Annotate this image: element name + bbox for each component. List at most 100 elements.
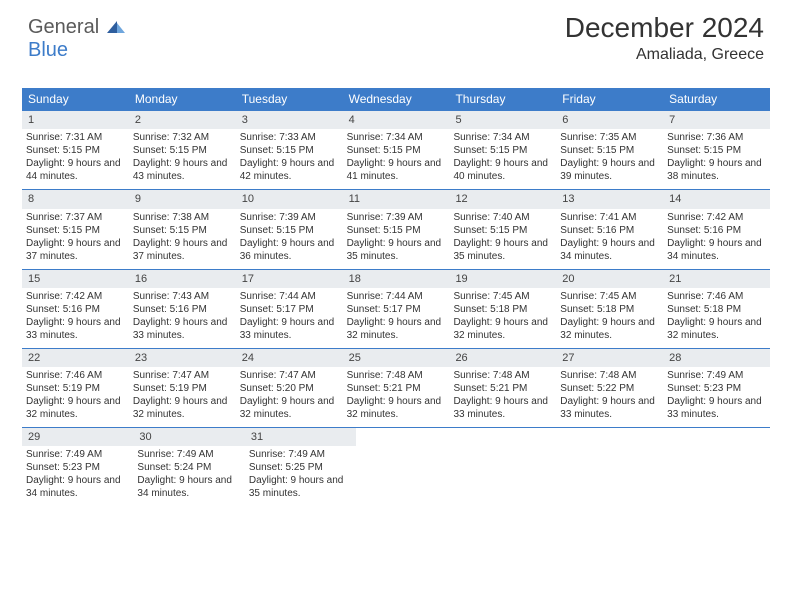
sunset-line-value: 5:17 PM <box>383 304 420 315</box>
sunrise-line-value: 7:49 AM <box>177 449 214 460</box>
sunrise-line-value: 7:47 AM <box>279 370 316 381</box>
sunset-line-label: Sunset: <box>26 145 63 156</box>
daylight-line-label: Daylight: <box>26 317 68 328</box>
sunrise-line-label: Sunrise: <box>453 132 492 143</box>
sunset-line-value: 5:18 PM <box>490 304 527 315</box>
daylight-line-label: Daylight: <box>26 475 68 486</box>
sunrise-line-value: 7:39 AM <box>386 212 423 223</box>
daylight-line: Daylight: 9 hours and 36 minutes. <box>240 237 339 263</box>
day-cell: 6Sunrise: 7:35 AMSunset: 5:15 PMDaylight… <box>556 111 663 189</box>
empty-cell <box>667 428 770 506</box>
daylight-line: Daylight: 9 hours and 41 minutes. <box>347 157 446 183</box>
sunrise-line: Sunrise: 7:42 AM <box>667 211 766 224</box>
sunset-line: Sunset: 5:18 PM <box>560 303 659 316</box>
day-cell: 13Sunrise: 7:41 AMSunset: 5:16 PMDayligh… <box>556 190 663 268</box>
sunrise-line-label: Sunrise: <box>133 212 172 223</box>
sunset-line-label: Sunset: <box>347 145 384 156</box>
sunrise-line: Sunrise: 7:40 AM <box>453 211 552 224</box>
sunrise-line-label: Sunrise: <box>347 291 386 302</box>
sunrise-line-label: Sunrise: <box>133 291 172 302</box>
daylight-line-label: Daylight: <box>26 396 68 407</box>
sunrise-line: Sunrise: 7:31 AM <box>26 131 125 144</box>
daylight-line-label: Daylight: <box>560 158 602 169</box>
day-cell: 12Sunrise: 7:40 AMSunset: 5:15 PMDayligh… <box>449 190 556 268</box>
daylight-line-label: Daylight: <box>347 396 389 407</box>
sunset-line-label: Sunset: <box>453 383 490 394</box>
sunrise-line-label: Sunrise: <box>26 132 65 143</box>
day-number: 29 <box>22 428 133 446</box>
sunset-line: Sunset: 5:19 PM <box>133 382 232 395</box>
sunrise-line-value: 7:42 AM <box>65 291 102 302</box>
daylight-line-label: Daylight: <box>453 396 495 407</box>
daylight-line-label: Daylight: <box>560 317 602 328</box>
empty-cell <box>460 428 563 506</box>
sunrise-line-value: 7:37 AM <box>65 212 102 223</box>
day-header: Friday <box>556 88 663 110</box>
day-number: 4 <box>343 111 450 129</box>
sunset-line-label: Sunset: <box>453 225 490 236</box>
sunrise-line-label: Sunrise: <box>667 291 706 302</box>
daylight-line-label: Daylight: <box>560 238 602 249</box>
daylight-line: Daylight: 9 hours and 37 minutes. <box>133 237 232 263</box>
day-number: 3 <box>236 111 343 129</box>
sunset-line-label: Sunset: <box>453 304 490 315</box>
sunrise-line: Sunrise: 7:37 AM <box>26 211 125 224</box>
day-cell: 10Sunrise: 7:39 AMSunset: 5:15 PMDayligh… <box>236 190 343 268</box>
day-number: 18 <box>343 270 450 288</box>
sunset-line: Sunset: 5:23 PM <box>667 382 766 395</box>
sunset-line-label: Sunset: <box>240 304 277 315</box>
day-number: 28 <box>663 349 770 367</box>
daylight-line: Daylight: 9 hours and 33 minutes. <box>667 395 766 421</box>
sunset-line: Sunset: 5:25 PM <box>249 461 352 474</box>
sunset-line-label: Sunset: <box>560 383 597 394</box>
sunset-line-label: Sunset: <box>26 304 63 315</box>
day-cell: 20Sunrise: 7:45 AMSunset: 5:18 PMDayligh… <box>556 270 663 348</box>
sunset-line-value: 5:15 PM <box>276 145 313 156</box>
day-cell: 17Sunrise: 7:44 AMSunset: 5:17 PMDayligh… <box>236 270 343 348</box>
sunrise-line: Sunrise: 7:48 AM <box>453 369 552 382</box>
sunset-line-value: 5:15 PM <box>170 225 207 236</box>
sunset-line: Sunset: 5:16 PM <box>667 224 766 237</box>
empty-cell <box>563 428 666 506</box>
sunset-line-value: 5:15 PM <box>490 145 527 156</box>
day-cell: 16Sunrise: 7:43 AMSunset: 5:16 PMDayligh… <box>129 270 236 348</box>
sunset-line-value: 5:15 PM <box>704 145 741 156</box>
header-right: December 2024 Amaliada, Greece <box>565 12 764 64</box>
sunset-line-value: 5:15 PM <box>383 145 420 156</box>
daylight-line: Daylight: 9 hours and 44 minutes. <box>26 157 125 183</box>
day-cell: 1Sunrise: 7:31 AMSunset: 5:15 PMDaylight… <box>22 111 129 189</box>
daylight-line: Daylight: 9 hours and 35 minutes. <box>453 237 552 263</box>
sunset-line-label: Sunset: <box>347 383 384 394</box>
day-cell: 26Sunrise: 7:48 AMSunset: 5:21 PMDayligh… <box>449 349 556 427</box>
daylight-line-label: Daylight: <box>667 396 709 407</box>
sunrise-line-label: Sunrise: <box>26 449 65 460</box>
sunrise-line-label: Sunrise: <box>560 370 599 381</box>
day-cell: 21Sunrise: 7:46 AMSunset: 5:18 PMDayligh… <box>663 270 770 348</box>
sunset-line-value: 5:15 PM <box>490 225 527 236</box>
sunset-line: Sunset: 5:17 PM <box>240 303 339 316</box>
day-header: Saturday <box>663 88 770 110</box>
daylight-line: Daylight: 9 hours and 32 minutes. <box>133 395 232 421</box>
sunset-line-label: Sunset: <box>133 304 170 315</box>
sunset-line-label: Sunset: <box>249 462 286 473</box>
sunrise-line-label: Sunrise: <box>453 291 492 302</box>
day-number: 24 <box>236 349 343 367</box>
sunset-line-value: 5:23 PM <box>704 383 741 394</box>
day-cell: 31Sunrise: 7:49 AMSunset: 5:25 PMDayligh… <box>245 428 356 506</box>
week-row: 1Sunrise: 7:31 AMSunset: 5:15 PMDaylight… <box>22 110 770 189</box>
sunrise-line-label: Sunrise: <box>560 291 599 302</box>
day-cell: 15Sunrise: 7:42 AMSunset: 5:16 PMDayligh… <box>22 270 129 348</box>
day-cell: 2Sunrise: 7:32 AMSunset: 5:15 PMDaylight… <box>129 111 236 189</box>
sunset-line: Sunset: 5:21 PM <box>347 382 446 395</box>
sunrise-line-value: 7:47 AM <box>172 370 209 381</box>
daylight-line: Daylight: 9 hours and 32 minutes. <box>240 395 339 421</box>
sunset-line: Sunset: 5:18 PM <box>453 303 552 316</box>
empty-cell <box>356 428 459 506</box>
daylight-line-label: Daylight: <box>240 396 282 407</box>
month-title: December 2024 <box>565 12 764 44</box>
day-header-row: SundayMondayTuesdayWednesdayThursdayFrid… <box>22 88 770 110</box>
sunset-line-value: 5:16 PM <box>170 304 207 315</box>
day-cell: 29Sunrise: 7:49 AMSunset: 5:23 PMDayligh… <box>22 428 133 506</box>
sunrise-line: Sunrise: 7:45 AM <box>560 290 659 303</box>
daylight-line-label: Daylight: <box>133 158 175 169</box>
